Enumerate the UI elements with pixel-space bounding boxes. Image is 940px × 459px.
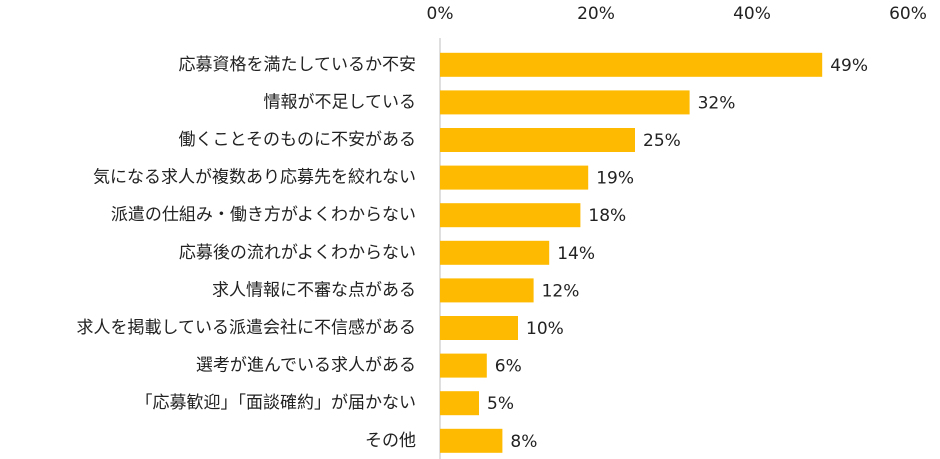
bar	[440, 128, 635, 152]
value-label: 49%	[830, 56, 868, 76]
value-label: 25%	[643, 131, 681, 151]
value-label: 32%	[698, 93, 736, 113]
x-tick-label: 20%	[577, 4, 615, 24]
y-tick-label: 「応募歓迎」「面談確約」が届かない	[136, 393, 417, 413]
y-tick-label: 求人を掲載している派遣会社に不信感がある	[77, 318, 417, 338]
y-tick-label: 選考が進んでいる求人がある	[196, 356, 416, 376]
bar	[440, 52, 823, 77]
value-label: 5%	[487, 394, 514, 414]
y-tick-label: 求人情報に不審な点がある	[212, 280, 416, 300]
x-tick-label: 60%	[889, 4, 927, 24]
y-tick-label: 働くことそのものに不安がある	[179, 130, 417, 150]
bar	[440, 203, 581, 228]
bar	[440, 391, 479, 416]
y-tick-label: 応募後の流れがよくわからない	[179, 243, 416, 263]
bar	[440, 316, 518, 340]
bar	[440, 240, 550, 265]
bar	[440, 90, 690, 115]
x-tick-label: 0%	[427, 4, 454, 24]
value-label: 12%	[542, 281, 580, 301]
bar	[440, 428, 503, 453]
value-label: 18%	[588, 206, 626, 226]
y-tick-label: その他	[365, 431, 416, 451]
bar	[440, 278, 534, 303]
y-tick-label: 気になる求人が複数あり応募先を絞れない	[93, 168, 416, 188]
y-tick-label: 情報が不足している	[264, 92, 417, 112]
value-label: 14%	[557, 244, 595, 264]
value-label: 6%	[495, 357, 522, 377]
x-tick-label: 40%	[733, 4, 771, 24]
y-tick-label: 派遣の仕組み・働き方がよくわからない	[111, 205, 416, 225]
bar	[440, 353, 487, 378]
bar	[440, 165, 589, 190]
value-label: 19%	[596, 169, 634, 189]
value-label: 8%	[510, 432, 537, 452]
y-tick-label: 応募資格を満たしているか不安	[179, 55, 417, 75]
value-label: 10%	[526, 319, 564, 339]
